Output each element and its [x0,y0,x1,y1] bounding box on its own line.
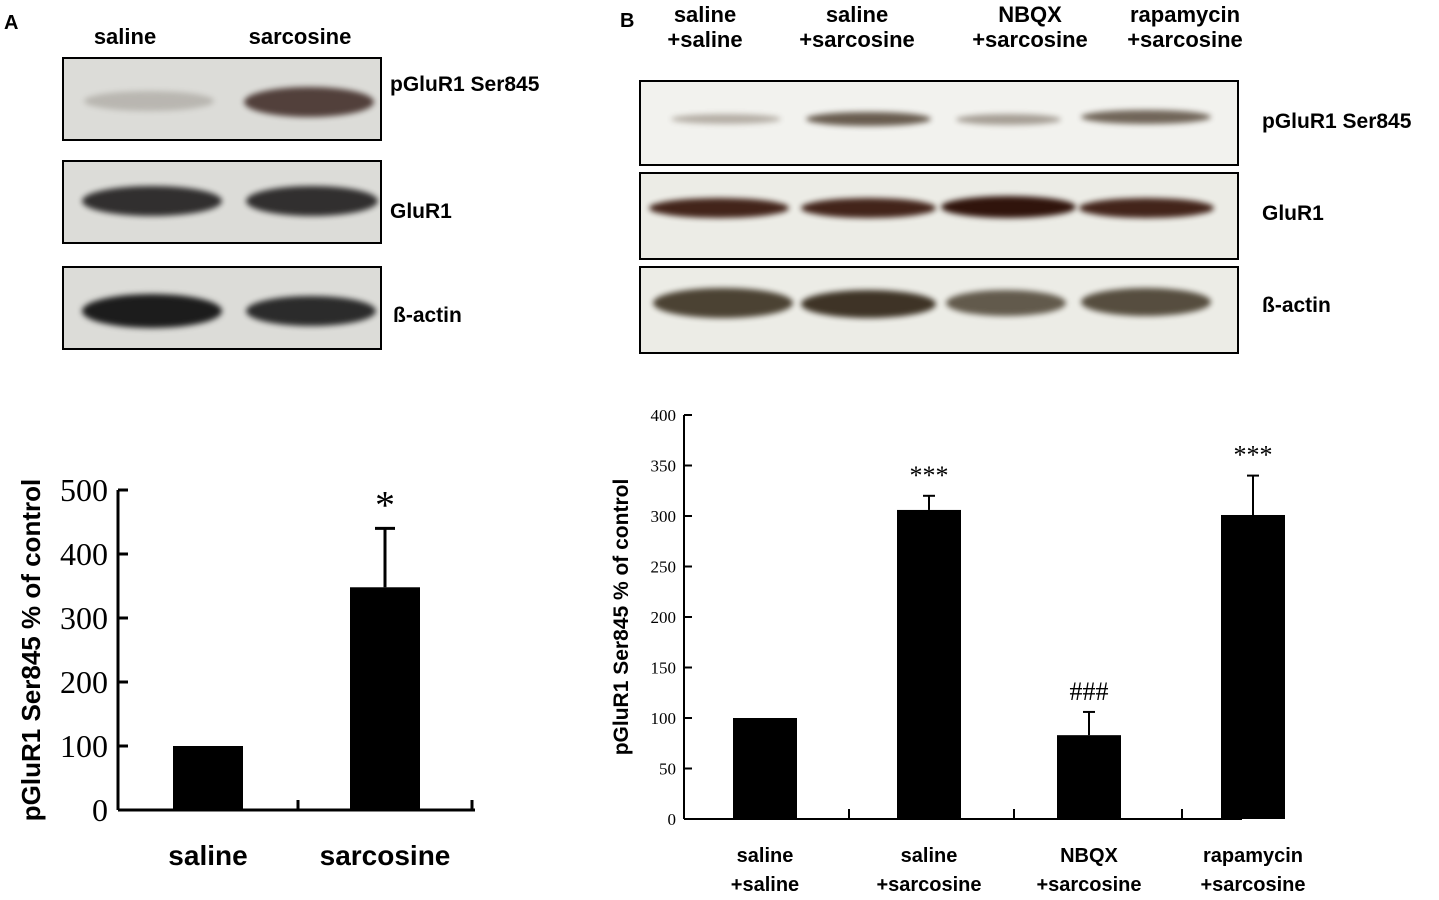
lane-line: +saline [667,27,743,52]
lane-line: +sarcosine [972,27,1088,52]
blot-band [82,294,222,328]
bar [350,587,420,810]
y-tick-label: 0 [92,792,108,828]
significance-marker: * [375,482,395,527]
bar [897,509,961,819]
blot-band [671,114,781,124]
x-category-label: NBQX +sarcosine [1004,842,1174,900]
x-category-label: saline [168,840,248,871]
blot-band [649,198,789,218]
blot-a-label: ß-actin [393,304,462,327]
blot-a-actin [62,266,382,350]
significance-marker: *** [910,461,949,490]
blot-b-actin [639,266,1239,354]
x-category-label: sarcosine [319,840,451,871]
x-category-line: saline [900,845,958,867]
blot-a-pglur1 [62,57,382,141]
bar [1221,514,1285,819]
panel-a-letter: A [4,12,19,34]
panel-a-lane-label: saline [93,24,157,49]
panel-a-lane-label: sarcosine [248,24,352,49]
blot-b-label: GluR1 [1262,202,1324,225]
significance-marker: *** [1234,441,1273,470]
blot-band [246,186,378,216]
blot-band [653,288,793,318]
bar [733,718,797,819]
blot-band [806,112,931,126]
lane-line: +sarcosine [1127,27,1243,52]
blot-a-glur1 [62,160,382,244]
y-tick-label: 500 [60,472,108,508]
y-tick-label: 200 [60,664,108,700]
blot-a-label: GluR1 [390,200,452,223]
y-tick-label: 350 [651,456,677,475]
bar [1057,735,1121,819]
x-category-label: saline +sarcosine [844,842,1014,900]
blot-b-label: pGluR1 Ser845 [1262,110,1412,133]
blot-band [246,296,376,326]
blot-a-label: pGluR1 Ser845 [390,73,540,96]
blot-band [244,87,374,117]
panel-b-lane-label: saline +saline [655,2,755,52]
y-tick-label: 250 [651,557,677,576]
x-category-line: +sarcosine [876,874,982,896]
x-category-line: +saline [730,874,800,896]
chart-b: 0 50 100 150 200 250 300 350 400 *** ### *** pGluR1 … [610,406,1285,829]
y-tick-label: 150 [651,658,677,677]
y-tick-label: 100 [60,728,108,764]
x-category-line: saline [736,845,794,867]
y-tick-label: 300 [60,600,108,636]
blot-band [84,91,214,111]
blot-band [1079,198,1214,218]
significance-marker: ### [1070,677,1109,706]
panel-b-lane-label: saline +sarcosine [787,2,927,52]
blot-band [1081,288,1211,316]
y-tick-label: 300 [651,507,677,526]
blot-band [946,290,1066,316]
lane-line: NBQX [998,2,1062,27]
lane-line: saline [825,2,889,27]
y-tick-label: 50 [659,759,676,778]
blot-band [801,198,936,218]
x-category-label: saline +saline [680,842,850,900]
blot-band [941,196,1076,218]
panel-b-letter: B [620,10,635,32]
x-category-label: rapamycin +sarcosine [1168,842,1338,900]
blot-b-glur1 [639,172,1239,260]
lane-line: saline [673,2,737,27]
y-axis-label: pGluR1 Ser845 % of control [16,479,46,821]
y-tick-label: 400 [60,536,108,572]
bar [173,746,243,810]
y-tick-label: 100 [651,709,677,728]
panel-b-lane-label: rapamycin +sarcosine [1110,2,1260,52]
lane-line: +sarcosine [799,27,915,52]
lane-line: rapamycin [1129,2,1241,27]
blot-band [82,186,222,216]
y-axis-label: pGluR1 Ser845 % of control [610,479,633,756]
y-tick-label: 200 [651,608,677,627]
blot-b-label: ß-actin [1262,294,1331,317]
x-category-line: rapamycin [1202,845,1304,867]
y-tick-label: 400 [651,406,677,425]
blot-band [801,290,936,318]
x-category-line: NBQX [1060,845,1118,867]
blot-b-pglur1 [639,80,1239,166]
x-category-line: +sarcosine [1036,874,1142,896]
panel-b-lane-label: NBQX +sarcosine [960,2,1100,52]
x-category-line: +sarcosine [1200,874,1306,896]
y-tick-label: 0 [668,810,677,829]
blot-band [956,114,1061,125]
chart-a: 0 100 200 300 400 500 * pGluR1 Ser845 % of cont… [16,472,475,828]
blot-band [1081,110,1211,124]
